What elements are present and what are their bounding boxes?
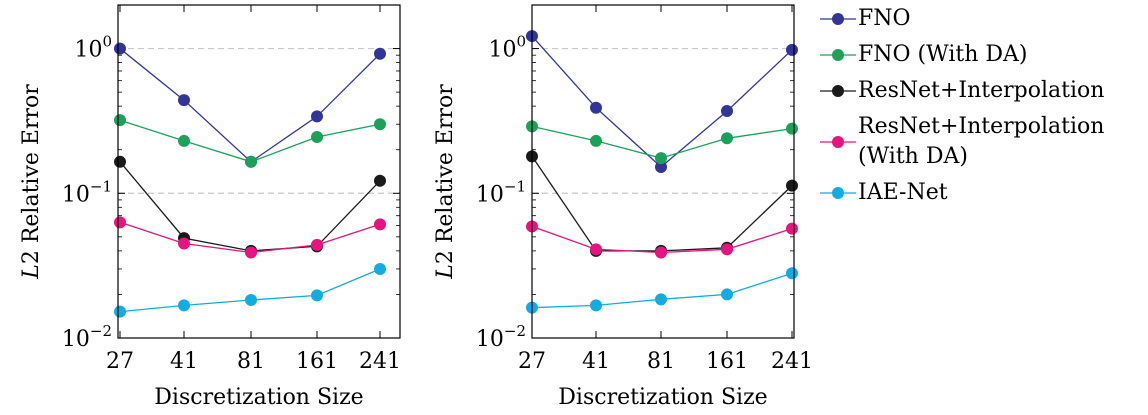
data-point [721,243,733,256]
data-point [786,222,798,235]
y-tick-label: 10−2 [476,322,526,352]
legend: FNO FNO (With DA) ResNet+Interpolation ResN… [820,4,1146,214]
x-axis-label: Discretization Size [154,385,363,410]
data-point [721,105,733,118]
data-point [311,289,323,302]
legend-label-line: ResNet+Interpolation [858,114,1105,139]
data-point [721,288,733,301]
legend-item: ResNet+Interpolation [820,76,1146,106]
x-tick-label: 27 [518,349,546,374]
x-tick-label: 161 [706,349,748,374]
legend-label-line: FNO [858,6,911,31]
x-axis-label: Discretization Size [558,385,767,410]
data-point [590,134,602,147]
legend-label: FNO (With DA) [858,40,1028,70]
data-point [311,110,323,123]
data-point [311,130,323,143]
data-point [374,218,386,231]
data-point [786,179,798,192]
data-point [178,299,190,312]
data-point [786,122,798,135]
legend-label-line: FNO (With DA) [858,42,1028,67]
data-point [178,237,190,250]
legend-item: FNO (With DA) [820,40,1146,70]
legend-item: FNO [820,4,1146,34]
data-point [786,43,798,56]
data-point [786,267,798,280]
legend-swatch [820,49,856,61]
legend-label-line: IAE-Net [858,180,948,205]
legend-swatch [820,85,856,97]
legend-label: IAE-Net [858,178,948,208]
y-tick-label: 100 [488,33,526,63]
series-line [119,48,381,163]
legend-item: IAE-Net [820,178,1146,208]
data-point [374,262,386,275]
legend-label: FNO [858,4,911,34]
plot-frame [531,4,795,339]
legend-swatch [820,13,856,25]
data-point [311,238,323,251]
data-point [655,293,667,306]
series-line [119,119,381,163]
data-point [655,246,667,259]
data-point [114,216,126,229]
data-point [374,174,386,187]
y-tick-label: 10−2 [62,322,112,352]
data-point [590,243,602,256]
y-axis-label: L2 Relative Error [433,84,458,280]
x-tick-label: 241 [359,349,401,374]
data-point [374,118,386,131]
x-tick-label: 81 [647,349,675,374]
data-point [590,299,602,312]
data-point [245,155,257,168]
data-point [721,132,733,145]
legend-label: ResNet+Interpolation (With DA) [858,112,1104,172]
y-tick-label: 10−1 [476,177,526,207]
data-point [655,152,667,165]
legend-swatch [820,136,856,148]
legend-label-line: ResNet+Interpolation [858,78,1105,103]
chart-panel-1: 100 10−1 10−227 41 81 161 241 Discretization Si… [19,4,401,410]
data-point [245,294,257,307]
x-tick-label: 161 [296,349,338,374]
data-point [655,160,667,173]
legend-swatch [820,187,856,199]
x-tick-label: 81 [237,349,265,374]
legend-item: ResNet+Interpolation (With DA) [820,112,1146,172]
data-point [114,155,126,168]
y-tick-label: 100 [74,33,112,63]
y-axis-label: L2 Relative Error [19,84,44,280]
x-tick-label: 241 [771,349,813,374]
x-tick-label: 27 [106,349,134,374]
data-point [114,305,126,318]
data-point [178,94,190,107]
data-point [245,246,257,259]
legend-label: ResNet+Interpolation [858,76,1104,106]
x-tick-label: 41 [170,349,198,374]
data-point [114,42,126,55]
plot-frame [117,4,401,339]
data-point [374,47,386,60]
legend-label-line: (With DA) [858,144,968,169]
data-point [178,134,190,147]
data-point [114,114,126,127]
series-line [531,35,793,168]
data-point [590,101,602,114]
x-tick-label: 41 [582,349,610,374]
y-tick-label: 10−1 [62,177,112,207]
